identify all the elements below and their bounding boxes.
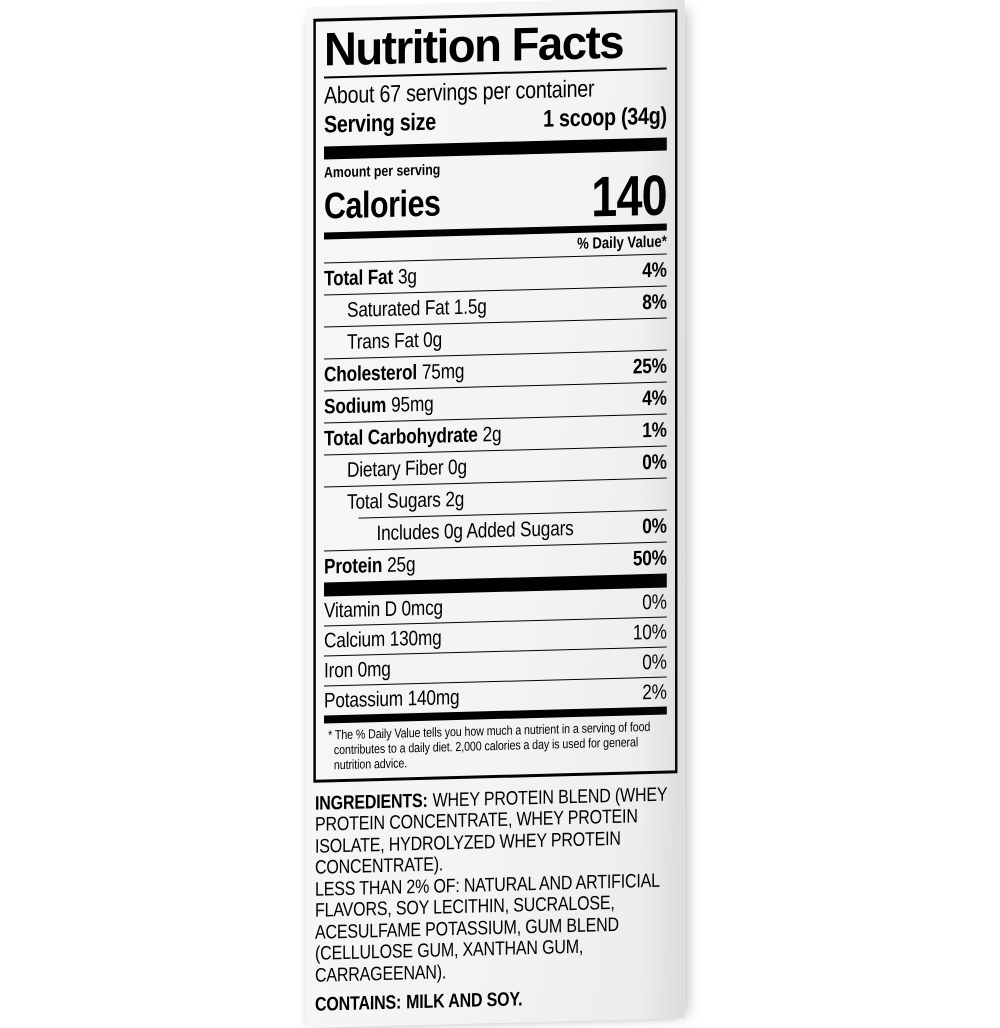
nutrient-amount: Dietary Fiber 0g <box>347 455 467 482</box>
serving-size-value: 1 scoop (34g) <box>543 102 667 133</box>
nutrient-amount: 75mg <box>421 359 465 384</box>
nutrient-name: Cholesterol 75mg <box>324 356 464 391</box>
nutrient-name: Protein 25g <box>324 549 415 582</box>
nutrient-name: Potassium 140mg <box>324 685 460 713</box>
contains-statement: CONTAINS: MILK AND SOY. <box>315 985 677 1016</box>
nutrient-name: Iron 0mg <box>324 657 391 683</box>
contains-text: MILK AND SOY. <box>406 988 523 1014</box>
daily-value: 50% <box>632 546 667 571</box>
nutrient-amount: 95mg <box>391 392 434 417</box>
nutrient-name: Sodium 95mg <box>324 389 433 423</box>
nutrient-name: Vitamin D 0mcg <box>324 596 443 623</box>
daily-value: 8% <box>642 290 667 315</box>
nutrient-amount: 2g <box>482 422 502 447</box>
daily-value: 0% <box>642 450 667 475</box>
nutrient-amount: Saturated Fat 1.5g <box>347 295 487 322</box>
daily-value: 25% <box>632 354 667 379</box>
product-label: Nutrition Facts About 67 servings per co… <box>306 0 685 1028</box>
nutrient-name: Calcium 130mg <box>324 626 442 653</box>
nutrient-name-bold: Cholesterol <box>324 361 417 387</box>
contains-heading: CONTAINS: <box>315 991 402 1017</box>
nutrient-name-bold: Total Carbohydrate <box>324 423 478 451</box>
ingredients-less-than-text: LESS THAN 2% OF: NATURAL AND ARTIFICIAL … <box>315 869 660 987</box>
nutrient-name: Total Fat 3g <box>324 261 417 294</box>
ingredients-section: INGREDIENTS: WHEY PROTEIN BLEND (WHEY PRO… <box>315 783 677 987</box>
nutrient-name: Total Sugars 2g <box>347 484 464 518</box>
nutrient-name: Saturated Fat 1.5g <box>347 291 487 326</box>
daily-value: 0% <box>642 590 667 615</box>
nutrient-amount: Trans Fat 0g <box>347 328 443 354</box>
daily-value: 4% <box>642 258 667 283</box>
nutrition-facts-title: Nutrition Facts <box>324 14 624 76</box>
nutrient-amount: 25g <box>387 553 416 577</box>
nutrient-name: Dietary Fiber 0g <box>347 452 467 486</box>
serving-size-label: Serving size <box>324 108 436 139</box>
calories-label: Calories <box>324 182 441 227</box>
nutrient-amount: 3g <box>397 265 417 289</box>
daily-value: 2% <box>642 680 667 705</box>
nutrient-name: Includes 0g Added Sugars <box>377 513 574 549</box>
nutrient-amount: Includes 0g Added Sugars <box>376 516 574 546</box>
nutrient-name: Total Carbohydrate 2g <box>324 419 501 455</box>
daily-value: 1% <box>642 418 667 443</box>
nutrition-facts-panel: Nutrition Facts About 67 servings per co… <box>313 9 678 783</box>
nutrient-name: Trans Fat 0g <box>347 324 442 357</box>
nutrient-name-bold: Protein <box>324 553 383 579</box>
calories-value: 140 <box>591 163 667 230</box>
page-background: Nutrition Facts About 67 servings per co… <box>0 0 1000 1000</box>
daily-value-footnote: * The % Daily Value tells you how much a… <box>328 718 651 773</box>
daily-value: 0% <box>642 650 667 675</box>
daily-value: 4% <box>642 386 667 411</box>
daily-value: 0% <box>642 514 667 539</box>
daily-value: 10% <box>632 620 667 645</box>
nutrient-amount: Total Sugars 2g <box>347 487 465 514</box>
nutrient-name-bold: Total Fat <box>324 265 394 291</box>
nutrient-name-bold: Sodium <box>324 393 387 419</box>
calories-row: Calories 140 <box>324 163 667 230</box>
